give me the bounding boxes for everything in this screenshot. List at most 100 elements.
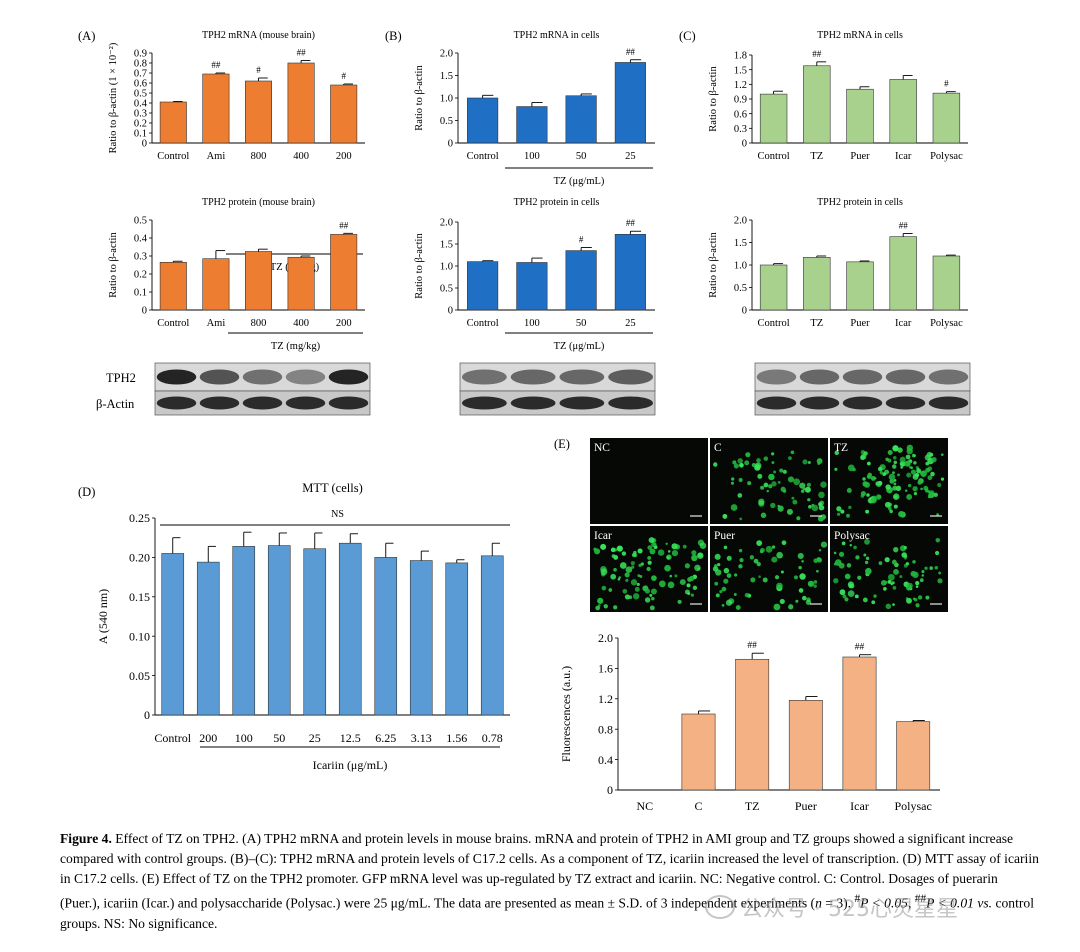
cell xyxy=(899,460,906,467)
x-tick-label: Polysac xyxy=(930,318,963,329)
cell xyxy=(753,558,759,564)
cell xyxy=(797,552,804,560)
watermark: 公众号 · 525心灵星星 xyxy=(705,891,958,923)
y-tick-label: 0 xyxy=(607,783,613,797)
group-label: Icariin (μg/mL) xyxy=(313,758,388,772)
cell xyxy=(878,561,883,565)
significance-mark: # xyxy=(341,71,346,81)
cell xyxy=(891,581,895,585)
y-tick-label: 0.5 xyxy=(734,283,747,294)
cell xyxy=(630,565,635,569)
x-tick-label: Control xyxy=(157,318,189,329)
y-axis-label: A (540 nm) xyxy=(96,589,110,644)
cell xyxy=(771,461,775,465)
cell xyxy=(738,564,743,569)
cell xyxy=(838,562,845,569)
cell xyxy=(905,454,911,460)
cell xyxy=(910,469,917,475)
cell xyxy=(921,569,925,574)
chart-B1: 0 0.5 1.0 1.5 2.0 Ratio to β-actin TPH2 mRNA i… xyxy=(385,29,655,187)
cell xyxy=(916,468,922,474)
bar xyxy=(932,92,961,144)
y-tick-label: 0.5 xyxy=(134,216,147,227)
cell xyxy=(840,509,845,514)
cell xyxy=(924,566,928,570)
y-tick-label: 0.6 xyxy=(134,79,147,90)
significance-mark: ## xyxy=(899,221,909,231)
cell xyxy=(818,491,825,499)
cell xyxy=(892,603,895,606)
bar xyxy=(374,557,398,716)
tile-label: NC xyxy=(594,442,610,454)
x-tick-label: 400 xyxy=(293,151,309,162)
cell xyxy=(758,498,765,505)
cell xyxy=(782,489,787,493)
cell xyxy=(791,496,795,500)
fluorescence-tile-c: C xyxy=(710,438,828,524)
cell xyxy=(884,501,891,508)
cell xyxy=(862,477,866,481)
y-tick-label: 0.3 xyxy=(734,124,747,135)
bar xyxy=(287,256,315,311)
cell xyxy=(734,573,738,577)
cell xyxy=(774,575,780,580)
y-tick-label: 1.5 xyxy=(440,71,453,82)
cell xyxy=(927,475,933,481)
cell xyxy=(820,541,828,548)
blot-0 xyxy=(154,362,371,416)
cell xyxy=(624,594,630,600)
cell xyxy=(865,556,870,561)
cell xyxy=(833,562,837,566)
x-tick-label: 12.5 xyxy=(340,731,361,745)
cell xyxy=(646,566,651,572)
cell xyxy=(595,605,601,611)
x-tick-label: Ami xyxy=(207,318,226,329)
significance-mark: ## xyxy=(626,47,636,57)
bar xyxy=(565,95,597,144)
y-tick-label: 0.9 xyxy=(134,49,147,60)
cell xyxy=(838,551,845,557)
y-tick-label: 0 xyxy=(742,139,747,150)
chart-C1: 0 0.3 0.6 0.9 1.2 1.5 1.8 Ratio to β-actin TPH2 … xyxy=(679,29,968,162)
y-tick-label: 1.0 xyxy=(440,94,453,105)
cell xyxy=(633,593,640,600)
cell xyxy=(735,605,741,610)
cell xyxy=(906,472,912,478)
cell xyxy=(757,473,763,479)
caption-vs: vs. xyxy=(977,895,993,911)
cell xyxy=(924,454,931,461)
cell xyxy=(898,510,905,518)
cell xyxy=(844,573,851,580)
cell xyxy=(938,571,942,575)
x-tick-label: Puer xyxy=(795,799,817,813)
significance-mark: ## xyxy=(855,643,865,653)
y-tick-label: 1.2 xyxy=(598,692,613,706)
y-tick-label: 0.5 xyxy=(440,116,453,127)
x-tick-label: 100 xyxy=(524,318,540,329)
cell xyxy=(779,468,784,473)
tile-label: TZ xyxy=(834,442,848,454)
cell xyxy=(818,548,822,552)
cell xyxy=(935,537,941,543)
bar xyxy=(889,79,917,144)
cell xyxy=(763,456,769,461)
y-axis-label: Ratio to β-actin xyxy=(708,232,719,298)
cell xyxy=(633,550,637,555)
cell xyxy=(625,578,629,582)
y-tick-label: 0.3 xyxy=(134,252,147,263)
x-tick-label: TZ xyxy=(810,151,823,162)
y-tick-label: 2.0 xyxy=(598,631,613,645)
y-tick-label: 1.2 xyxy=(734,80,747,91)
cell xyxy=(937,578,943,584)
cell xyxy=(786,508,793,515)
cell xyxy=(601,585,607,591)
cell xyxy=(637,574,641,577)
bar xyxy=(516,262,548,311)
cell xyxy=(854,594,859,599)
cell xyxy=(651,596,655,601)
cell xyxy=(717,562,721,567)
cell xyxy=(933,492,938,497)
cell xyxy=(731,477,735,481)
cell xyxy=(756,458,761,463)
